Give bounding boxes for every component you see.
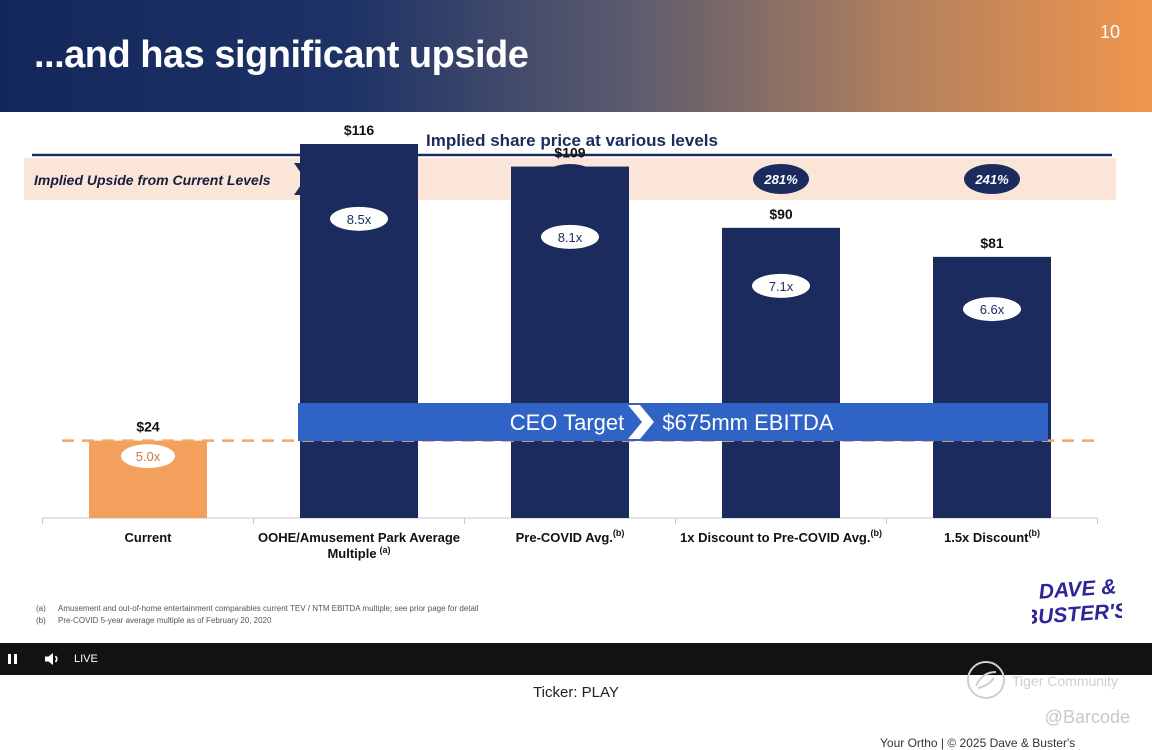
footnote-b-text: Pre-COVID 5-year average multiple as of … (58, 616, 272, 625)
watermark-handle: @Barcode (1044, 707, 1130, 727)
category-label: OOHE/Amusement Park Average (258, 530, 460, 545)
upside-pill (964, 164, 1020, 194)
title-banner: ...and has significant upside 10 (0, 0, 1152, 112)
chart-title: Implied share price at various levels (426, 131, 718, 150)
multiple-label: 6.6x (980, 302, 1005, 317)
page-number: 10 (1099, 22, 1120, 42)
watermark-community: Tiger Community (1012, 673, 1119, 689)
multiple-pill (963, 297, 1021, 322)
ceo-target-banner (298, 403, 1048, 441)
svg-text:DAVE &: DAVE & (1038, 575, 1117, 603)
footnote-a-text: Amusement and out-of-home entertainment … (58, 604, 479, 613)
ceo-target-label: CEO Target (510, 410, 625, 435)
bar-pre-covid-avg (511, 166, 629, 519)
multiple-pill (330, 206, 388, 231)
ticker-caption: Ticker: PLAY (533, 684, 619, 701)
speaker-icon[interactable] (44, 652, 62, 666)
multiple-label: 8.1x (558, 230, 583, 245)
upside-value: 241% (974, 172, 1009, 187)
live-label: LIVE (74, 653, 98, 665)
footnote-a-mark: (a) (36, 604, 46, 613)
footnote-a: (a) Amusement and out-of-home entertainme… (36, 604, 479, 613)
bar-1x-discount-to-pre-covid-avg (722, 227, 840, 518)
slide-title: ...and has significant upside (34, 34, 529, 76)
bar-value-label: $90 (769, 206, 793, 222)
dave-and-busters-logo: DAVE & BUSTER'S (1032, 575, 1122, 628)
bar-value-label: $81 (980, 235, 1004, 251)
category-label: 1.5x Discount(b) (944, 528, 1040, 545)
bottom-caption: Your Ortho | © 2025 Dave & Buster's (880, 736, 1076, 750)
bar-value-label: $109 (554, 145, 585, 161)
multiple-pill (752, 273, 810, 298)
footnote-b-mark: (b) (36, 616, 46, 625)
multiple-label: 8.5x (347, 212, 372, 227)
multiple-label: 5.0x (136, 449, 161, 464)
multiple-pill (541, 224, 599, 249)
multiple-label: 7.1x (769, 279, 794, 294)
ebitda-target-label: $675mm EBITDA (662, 410, 833, 435)
footnote-b: (b) Pre-COVID 5-year average multiple as … (36, 616, 271, 625)
video-player-bar: LIVE (0, 643, 1152, 675)
category-label: 1x Discount to Pre-COVID Avg.(b) (680, 528, 882, 545)
upside-value: 281% (763, 172, 798, 187)
svg-text:BUSTER'S: BUSTER'S (1032, 599, 1122, 628)
bar-chart: Implied share price at various levels Imp… (24, 122, 1116, 561)
tiger-watermark-icon (967, 661, 1005, 699)
pause-icon[interactable] (8, 654, 18, 664)
upside-label: Implied Upside from Current Levels (34, 172, 271, 188)
banner-chevron-icon (628, 405, 654, 439)
multiple-pill (121, 444, 175, 469)
bar-value-label: $24 (136, 419, 160, 435)
bar-value-label: $116 (344, 122, 375, 138)
bar-oohe-amusement-park-average (300, 144, 418, 519)
category-label-line2: Multiple (a) (327, 545, 390, 561)
category-label: Current (125, 530, 173, 545)
category-label: Pre-COVID Avg.(b) (516, 528, 625, 545)
bar-1-5x-discount (933, 256, 1051, 518)
upside-pill (753, 164, 809, 194)
